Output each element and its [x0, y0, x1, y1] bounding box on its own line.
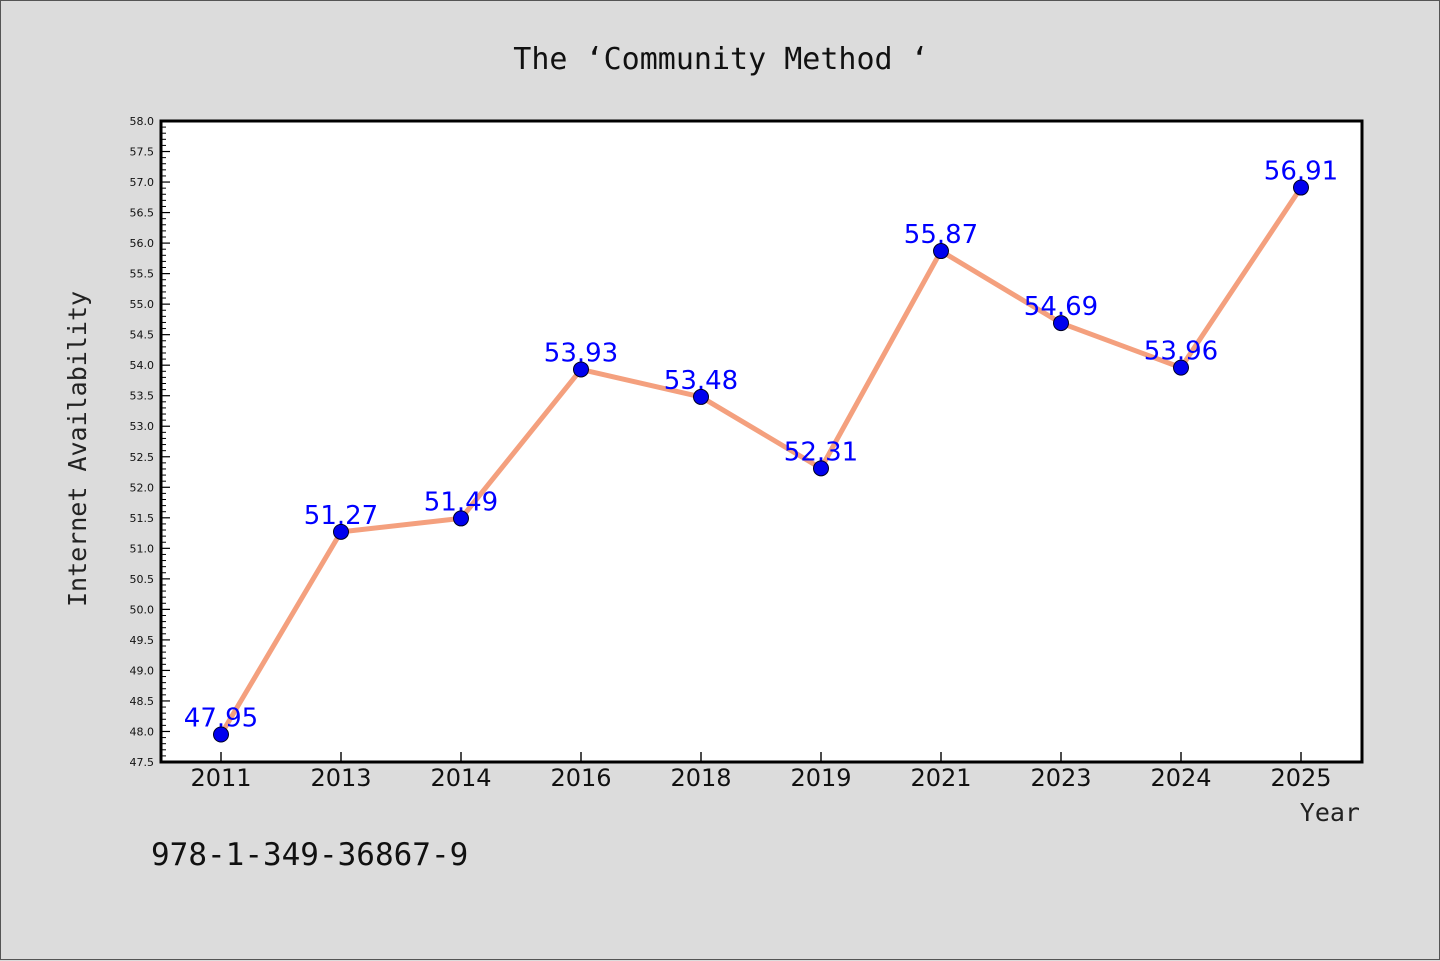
x-tick-label: 2023 [1030, 764, 1091, 792]
y-tick-label: 50.0 [130, 603, 155, 616]
x-axis-label: Year [1300, 798, 1360, 827]
data-label: 54.69 [1024, 292, 1098, 322]
y-tick-label: 55.0 [130, 298, 155, 311]
y-tick-label: 48.5 [130, 695, 155, 708]
y-tick-label: 53.5 [130, 390, 155, 403]
data-point [213, 726, 229, 743]
plot-border [159, 119, 1364, 764]
data-point [693, 388, 709, 405]
plot-area [161, 121, 1362, 762]
data-point [333, 523, 349, 540]
data-point [1173, 359, 1189, 376]
y-axis-label: Internet Availability [63, 291, 92, 607]
x-tick-label: 2011 [190, 764, 251, 792]
data-label: 53.96 [1144, 337, 1218, 367]
data-points [213, 179, 1309, 743]
data-point [813, 460, 829, 477]
series-line [218, 185, 1304, 738]
data-label: 56.91 [1264, 157, 1338, 187]
y-tick-label: 54.0 [130, 359, 155, 372]
data-point [933, 243, 949, 260]
y-tick-label: 52.0 [130, 481, 155, 494]
data-label: 53.48 [664, 366, 738, 396]
y-tick-label: 54.5 [130, 329, 155, 342]
x-tick-label: 2013 [310, 764, 371, 792]
x-tick-label: 2018 [670, 764, 731, 792]
x-tick-label: 2025 [1270, 764, 1331, 792]
y-tick-label: 53.0 [130, 420, 155, 433]
data-labels: 47.95 51.27 51.49 53.93 53.48 52.31 55.87 54.69… [184, 157, 1338, 734]
x-tick-label: 2014 [430, 764, 491, 792]
data-point [1293, 179, 1309, 196]
data-label: 55.87 [904, 220, 978, 250]
y-tick-label: 56.5 [130, 207, 155, 220]
y-tick-label: 57.5 [130, 146, 155, 159]
y-tick-label: 55.5 [130, 268, 155, 281]
x-tick-label: 2016 [550, 764, 611, 792]
data-label: 51.27 [304, 501, 378, 531]
y-tick-label: 52.5 [130, 451, 155, 464]
data-point [453, 510, 469, 527]
y-tick-label: 57.0 [130, 176, 155, 189]
y-tick-label: 49.0 [130, 664, 155, 677]
y-tick-label: 56.0 [130, 237, 155, 250]
y-tick-label: 48.0 [130, 725, 155, 738]
data-label: 51.49 [424, 487, 498, 517]
data-point [573, 361, 589, 378]
x-axis: 2011 2013 2014 2016 2018 2019 2021 2023 2024 2025 [190, 752, 1332, 792]
y-tick-label: 58.0 [130, 115, 155, 128]
chart-title: The ‘Community Method ‘ [513, 42, 928, 77]
data-label: 53.93 [544, 338, 618, 368]
series-line-group [218, 185, 1304, 738]
y-tick-label: 49.5 [130, 634, 155, 647]
x-tick-label: 2024 [1150, 764, 1211, 792]
y-tick-label: 51.0 [130, 542, 155, 555]
y-tick-label: 47.5 [130, 756, 155, 769]
x-tick-label: 2021 [910, 764, 971, 792]
data-label: 52.31 [784, 437, 858, 467]
y-tick-label: 50.5 [130, 573, 155, 586]
isbn-text: 978-1-349-36867-9 [151, 837, 468, 873]
data-point [1053, 315, 1069, 332]
x-tick-label: 2019 [790, 764, 851, 792]
y-tick-label: 51.5 [130, 512, 155, 525]
data-label: 47.95 [184, 704, 258, 734]
